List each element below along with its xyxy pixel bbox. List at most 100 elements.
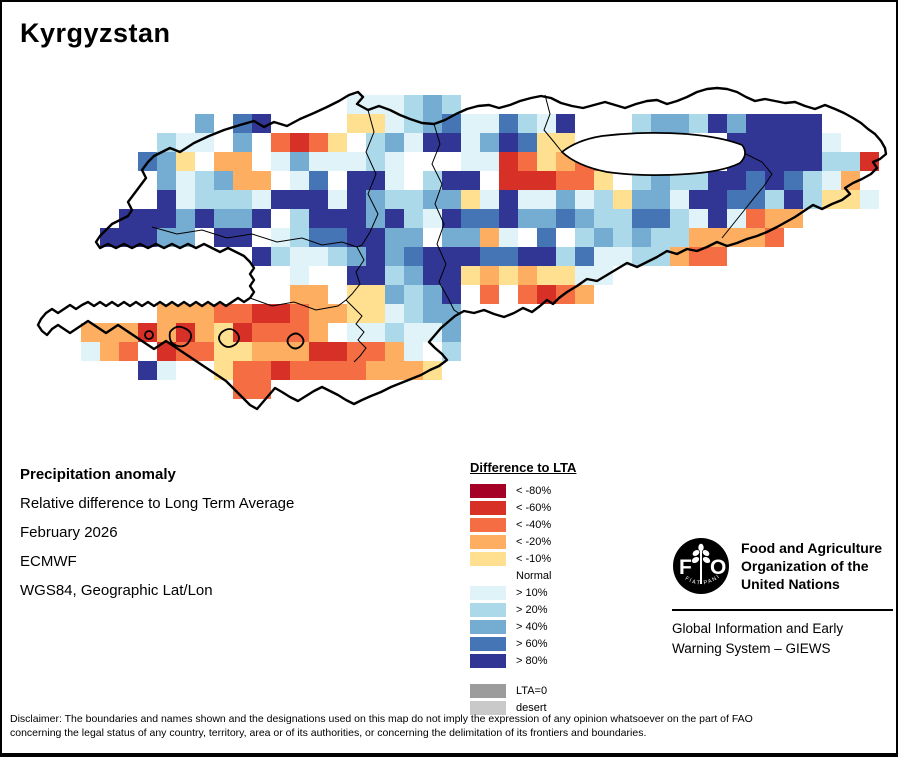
grid-cell [290, 285, 309, 304]
grid-cell [233, 133, 252, 152]
grid-cell [708, 209, 727, 228]
grid-cell [423, 171, 442, 190]
grid-cell [442, 247, 461, 266]
grid-cell [518, 171, 537, 190]
grid-cell [385, 304, 404, 323]
legend-label: > 40% [516, 620, 548, 633]
grid-cell [803, 152, 822, 171]
grid-cell [784, 114, 803, 133]
grid-cell [214, 228, 233, 247]
grid-cell [860, 152, 879, 171]
grid-cell [157, 190, 176, 209]
grid-cell [81, 342, 100, 361]
grid-cell [138, 228, 157, 247]
grid-cell [290, 304, 309, 323]
grid-cell [518, 190, 537, 209]
grid-cell [404, 285, 423, 304]
grid-cell [594, 171, 613, 190]
grid-cell [252, 190, 271, 209]
grid-cell [309, 323, 328, 342]
grid-cell [157, 209, 176, 228]
grid-cell [290, 171, 309, 190]
grid-cell [594, 209, 613, 228]
grid-cell [233, 209, 252, 228]
grid-cell [480, 190, 499, 209]
grid-cell [860, 190, 879, 209]
grid-cell [537, 190, 556, 209]
grid-cell [822, 171, 841, 190]
grid-cell [442, 228, 461, 247]
grid-cell [518, 114, 537, 133]
grid-cell [746, 152, 765, 171]
grid-cell [309, 171, 328, 190]
grid-cell [499, 114, 518, 133]
grid-cell [366, 152, 385, 171]
grid-cell [176, 133, 195, 152]
legend-label: LTA=0 [516, 684, 548, 697]
legend-item-desert: desert [470, 699, 576, 716]
grid-cell [518, 266, 537, 285]
legend-item-normal: Normal [470, 567, 576, 584]
grid-cell [157, 152, 176, 171]
internal-boundaries [151, 94, 773, 363]
grid-cell [689, 190, 708, 209]
legend-item-gt10: > 10% [470, 584, 576, 601]
grid-cell [575, 228, 594, 247]
grid-cell [195, 133, 214, 152]
grid-cell [195, 171, 214, 190]
grid-cell [366, 133, 385, 152]
grid-cell [670, 171, 689, 190]
grid-cell [594, 247, 613, 266]
metadata-line: February 2026 [20, 524, 118, 541]
grid-cell [347, 266, 366, 285]
grid-cell [347, 190, 366, 209]
grid-cell [271, 228, 290, 247]
legend-label: > 60% [516, 637, 548, 650]
grid-cell [651, 209, 670, 228]
grid-cell [613, 190, 632, 209]
grid-cell [613, 247, 632, 266]
grid-cell [385, 114, 404, 133]
grid-cell [271, 323, 290, 342]
legend-label: > 20% [516, 603, 548, 616]
grid-cell [708, 114, 727, 133]
grid-cell [309, 247, 328, 266]
grid-cell [822, 152, 841, 171]
legend-label: < -10% [516, 552, 552, 565]
grid-cell [480, 285, 499, 304]
grid-cell [499, 190, 518, 209]
grid-cell [423, 247, 442, 266]
grid-cell [309, 133, 328, 152]
grid-cell [176, 209, 195, 228]
grid-cell [499, 171, 518, 190]
legend-swatch-gt60 [470, 636, 506, 651]
grid-cell [347, 342, 366, 361]
grid-cell [366, 266, 385, 285]
grid-cell [537, 152, 556, 171]
grid-cell [290, 361, 309, 380]
legend-swatch-gt20 [470, 602, 506, 617]
grid-cell [594, 190, 613, 209]
grid-cell [803, 171, 822, 190]
anomaly-map [2, 2, 896, 462]
legend-label: < -80% [516, 484, 552, 497]
grid-cell [233, 323, 252, 342]
grid-cell [214, 190, 233, 209]
legend-title: Difference to LTA [470, 460, 577, 475]
grid-cell [252, 380, 271, 399]
grid-cell [366, 285, 385, 304]
grid-cell [233, 152, 252, 171]
grid-cell [214, 152, 233, 171]
disclaimer-line: concerning the legal status of any count… [10, 727, 647, 739]
enclave-outlines [144, 325, 305, 350]
grid-cell [176, 304, 195, 323]
grid-cell [499, 247, 518, 266]
grid-cell [328, 361, 347, 380]
grid-cell [290, 152, 309, 171]
grid-cell [518, 285, 537, 304]
grid-cell [366, 95, 385, 114]
grid-cell [632, 190, 651, 209]
grid-cell [651, 114, 670, 133]
grid-cell [366, 114, 385, 133]
